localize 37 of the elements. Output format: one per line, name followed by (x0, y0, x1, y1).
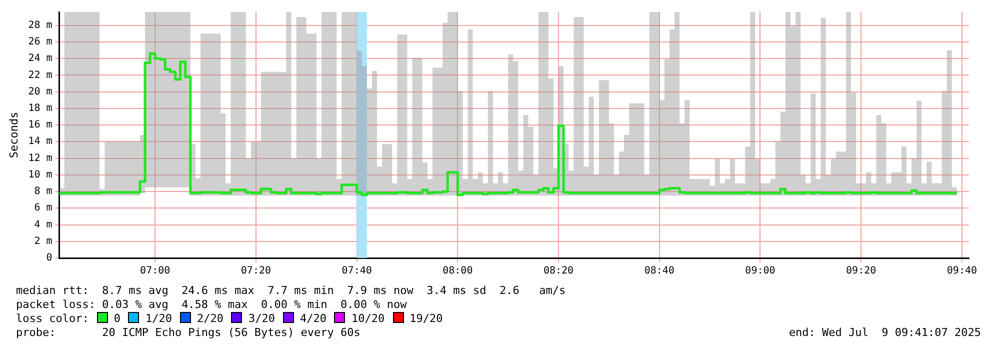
x-tick-label: 08:20 (543, 266, 574, 277)
x-tick-label: 08:00 (442, 266, 473, 277)
y-tick-label: 28 m (28, 20, 52, 31)
y-axis-title: Seconds (7, 112, 20, 158)
y-tick-label: 4 m (34, 219, 52, 230)
y-tick-label: 20 m (28, 86, 52, 98)
text: end: Wed Jul 9 09:41:07 2025 (788, 326, 981, 340)
text: loss color: (16, 312, 89, 325)
text: 3/20 (248, 312, 275, 325)
y-tick-label: 6 m (34, 202, 52, 214)
y-tick-label: 8 m (34, 186, 52, 198)
text: 1/20 (145, 312, 172, 325)
y-tick-label: 24 m (28, 53, 52, 64)
x-tick-label: 09:20 (846, 266, 876, 277)
x-tick-label: 08:40 (644, 266, 674, 277)
text: packet loss: 0.03 % avg 4.58 % max 0.00 % min 0.00 % now (16, 298, 407, 311)
x-tick-label: 07:40 (342, 266, 372, 277)
y-tick-label: 22 m (28, 70, 52, 81)
text: 4/20 (300, 312, 326, 325)
x-tick-label: 07:00 (140, 266, 170, 277)
y-tick-label: 2 m (34, 236, 52, 247)
y-tick-label: 18 m (28, 103, 52, 114)
x-tick-label: 09:40 (946, 266, 978, 277)
text: 0 (114, 312, 120, 325)
y-tick-label: 10 m (28, 169, 52, 180)
y-tick-label: 14 m (28, 136, 52, 148)
x-tick-label: 07:20 (240, 266, 272, 277)
y-tick-label: 0 (46, 252, 52, 264)
text: probe: 20 ICMP Echo Pings (56 Bytes) every 60s (16, 326, 360, 339)
y-tick-label: 12 m (28, 152, 52, 164)
text: 10/20 (351, 312, 385, 325)
text: 2/20 (196, 312, 224, 325)
y-tick-label: 16 m (28, 120, 52, 131)
text: median rtt: 8.7 ms avg 24.6 ms max 7.7 ms min 7.9 ms now 3.4 ms sd 2.6 am/s (16, 284, 566, 297)
y-tick-label: 26 m (28, 36, 52, 48)
x-tick-label: 09:00 (745, 266, 776, 277)
text: 19/20 (410, 312, 443, 325)
